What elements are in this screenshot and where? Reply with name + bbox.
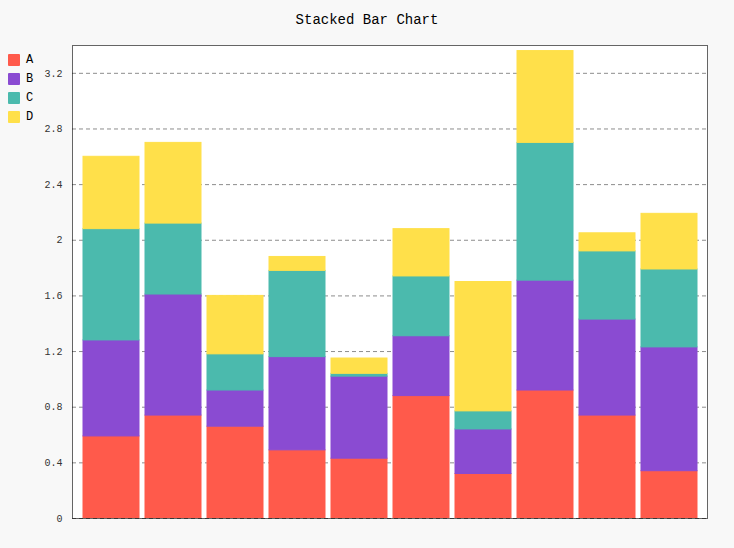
svg-text:1.2: 1.2 bbox=[44, 347, 62, 358]
svg-text:2.4: 2.4 bbox=[44, 180, 62, 191]
html-text:B: B bbox=[26, 71, 34, 86]
svg-text:0.8: 0.8 bbox=[44, 402, 62, 413]
svg-text:2.8: 2.8 bbox=[44, 124, 62, 135]
html-text:C: C bbox=[26, 90, 34, 105]
html-text:D: D bbox=[26, 109, 34, 124]
svg-text:0: 0 bbox=[56, 514, 62, 525]
svg-text:2: 2 bbox=[56, 235, 62, 246]
svg-text:1.6: 1.6 bbox=[44, 291, 62, 302]
svg-text:3.2: 3.2 bbox=[44, 69, 62, 80]
html-text:A: A bbox=[26, 52, 34, 67]
html-text:Stacked Bar Chart: Stacked Bar Chart bbox=[295, 12, 439, 28]
svg-text:0.4: 0.4 bbox=[44, 458, 62, 469]
